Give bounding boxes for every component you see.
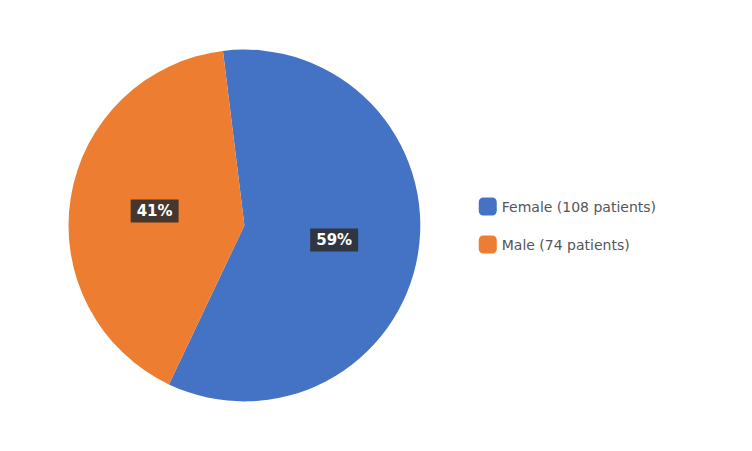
svg-text:59%: 59%	[316, 231, 352, 249]
svg-text:41%: 41%	[137, 202, 173, 220]
svg-text:Female (108 patients): Female (108 patients)	[502, 199, 656, 215]
svg-text:Male (74 patients): Male (74 patients)	[502, 237, 630, 253]
